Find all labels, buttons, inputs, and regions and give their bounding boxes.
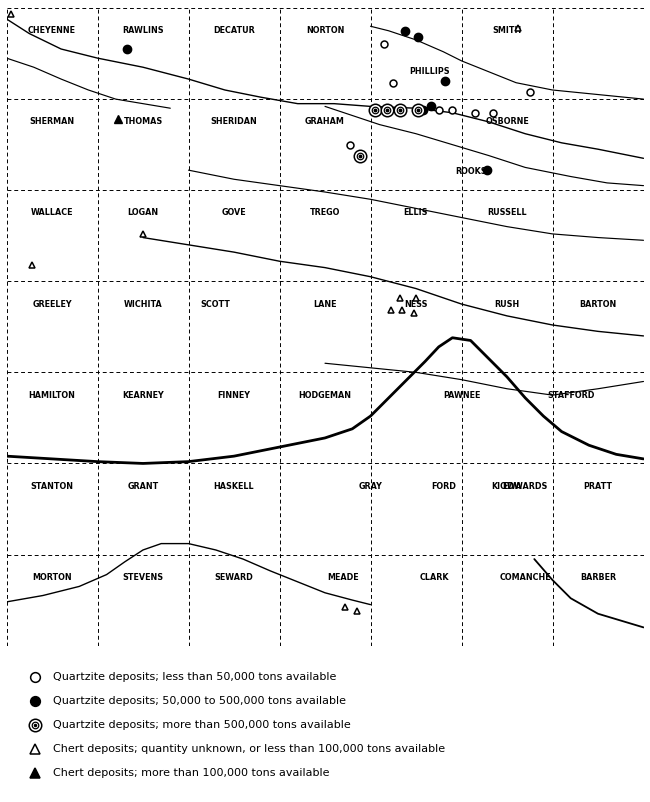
Text: STAFFORD: STAFFORD [547,391,594,399]
Text: BARTON: BARTON [579,299,617,309]
Text: GOVE: GOVE [222,209,246,217]
Text: WALLACE: WALLACE [31,209,73,217]
Text: BARBER: BARBER [580,573,616,581]
Text: HASKELL: HASKELL [214,482,254,491]
Text: NESS: NESS [404,299,428,309]
Text: DECATUR: DECATUR [213,26,255,35]
Text: Quartzite deposits; more than 500,000 tons available: Quartzite deposits; more than 500,000 to… [53,720,351,730]
Text: SHERIDAN: SHERIDAN [211,117,257,127]
Text: FORD: FORD [431,482,456,491]
Text: CLARK: CLARK [419,573,449,581]
Text: NORTON: NORTON [306,26,345,35]
Text: FINNEY: FINNEY [218,391,250,399]
Text: GREELEY: GREELEY [32,299,72,309]
Text: PHILLIPS: PHILLIPS [410,67,450,76]
Text: COMANCHE: COMANCHE [499,573,551,581]
Text: LANE: LANE [313,299,337,309]
Text: KEARNEY: KEARNEY [122,391,164,399]
Text: TREGO: TREGO [310,209,340,217]
Text: OSBORNE: OSBORNE [485,117,529,127]
Text: SCOTT: SCOTT [201,299,231,309]
Text: PRATT: PRATT [584,482,612,491]
Text: MEADE: MEADE [328,573,359,581]
Text: CHEYENNE: CHEYENNE [28,26,76,35]
Text: EDWARDS: EDWARDS [502,482,548,491]
Text: GRANT: GRANT [127,482,159,491]
Text: Chert deposits; more than 100,000 tons available: Chert deposits; more than 100,000 tons a… [53,768,330,778]
Text: GRAHAM: GRAHAM [305,117,345,127]
Text: KIOWA: KIOWA [491,482,523,491]
Text: WICHITA: WICHITA [124,299,162,309]
Text: RUSSELL: RUSSELL [488,209,526,217]
Text: PAWNEE: PAWNEE [443,391,480,399]
Text: ELLIS: ELLIS [404,209,428,217]
Text: Chert deposits; quantity unknown, or less than 100,000 tons available: Chert deposits; quantity unknown, or les… [53,744,445,754]
Text: SEWARD: SEWARD [214,573,254,581]
Text: SHERMAN: SHERMAN [29,117,75,127]
Text: HAMILTON: HAMILTON [29,391,75,399]
Text: RUSH: RUSH [495,299,519,309]
Text: Quartzite deposits; 50,000 to 500,000 tons available: Quartzite deposits; 50,000 to 500,000 to… [53,696,346,707]
Text: STEVENS: STEVENS [122,573,164,581]
Text: MORTON: MORTON [32,573,72,581]
Text: SMITH: SMITH [493,26,521,35]
Text: RAWLINS: RAWLINS [122,26,164,35]
Text: THOMAS: THOMAS [124,117,162,127]
Text: Quartzite deposits; less than 50,000 tons available: Quartzite deposits; less than 50,000 ton… [53,673,337,683]
Text: LOGAN: LOGAN [127,209,159,217]
Text: ROOKS: ROOKS [455,168,486,176]
Text: HODGEMAN: HODGEMAN [298,391,352,399]
Text: GRAY: GRAY [359,482,382,491]
Text: STANTON: STANTON [31,482,73,491]
